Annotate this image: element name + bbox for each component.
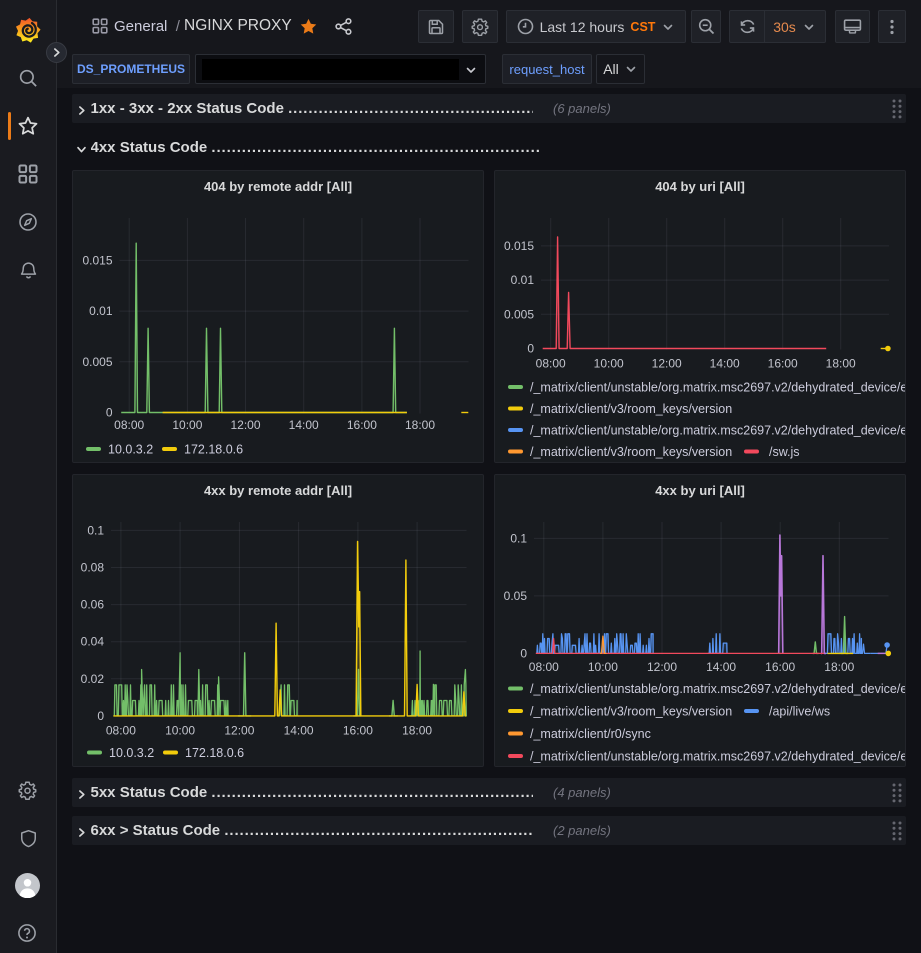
svg-text:0.02: 0.02 (81, 672, 105, 686)
svg-text:10:00: 10:00 (588, 660, 618, 674)
svg-text:18:00: 18:00 (405, 418, 435, 432)
svg-text:/_matrix/client/v3/room_keys/v: /_matrix/client/v3/room_keys/version (530, 402, 732, 416)
svg-text:16:00: 16:00 (343, 724, 373, 738)
svg-text:0.06: 0.06 (81, 598, 105, 612)
svg-text:/_matrix/client/unstable/org.m: /_matrix/client/unstable/org.matrix.msc2… (530, 381, 905, 395)
svg-text:16:00: 16:00 (347, 418, 377, 432)
svg-text:0: 0 (527, 342, 534, 356)
svg-text:/_matrix/client/unstable/org.m: /_matrix/client/unstable/org.matrix.msc2… (530, 682, 905, 696)
svg-text:0.015: 0.015 (82, 253, 112, 267)
svg-text:/_matrix/client/v3/room_keys/v: /_matrix/client/v3/room_keys/version (530, 705, 732, 719)
svg-text:08:00: 08:00 (114, 418, 144, 432)
svg-text:/_matrix/client/unstable/org.m: /_matrix/client/unstable/org.matrix.msc2… (530, 424, 905, 438)
svg-text:0.01: 0.01 (89, 304, 113, 318)
svg-text:18:00: 18:00 (402, 724, 432, 738)
svg-text:18:00: 18:00 (824, 660, 854, 674)
svg-text:14:00: 14:00 (284, 724, 314, 738)
svg-text:0.1: 0.1 (510, 531, 527, 545)
svg-text:10:00: 10:00 (165, 724, 195, 738)
svg-text:0.01: 0.01 (511, 273, 535, 287)
svg-text:14:00: 14:00 (289, 418, 319, 432)
svg-text:0.005: 0.005 (82, 355, 112, 369)
svg-text:08:00: 08:00 (106, 724, 136, 738)
svg-text:0: 0 (520, 646, 527, 660)
svg-text:/_matrix/client/unstable/org.m: /_matrix/client/unstable/org.matrix.msc2… (530, 750, 905, 764)
svg-text:0.05: 0.05 (504, 589, 528, 603)
svg-text:14:00: 14:00 (710, 357, 740, 371)
svg-text:10.0.3.2: 10.0.3.2 (109, 746, 154, 760)
svg-text:0.04: 0.04 (81, 635, 105, 649)
svg-text:0.015: 0.015 (504, 239, 534, 253)
svg-text:18:00: 18:00 (826, 357, 856, 371)
svg-text:172.18.0.6: 172.18.0.6 (184, 443, 243, 457)
svg-text:16:00: 16:00 (768, 357, 798, 371)
svg-text:/_matrix/client/r0/sync: /_matrix/client/r0/sync (530, 727, 651, 741)
svg-text:08:00: 08:00 (529, 660, 559, 674)
svg-text:12:00: 12:00 (647, 660, 677, 674)
svg-text:0.005: 0.005 (504, 307, 534, 321)
svg-text:172.18.0.6: 172.18.0.6 (185, 746, 244, 760)
svg-text:10:00: 10:00 (594, 357, 624, 371)
svg-text:14:00: 14:00 (706, 660, 736, 674)
svg-text:/sw.js: /sw.js (769, 445, 800, 459)
svg-text:08:00: 08:00 (536, 357, 566, 371)
svg-text:10:00: 10:00 (172, 418, 202, 432)
svg-text:12:00: 12:00 (652, 357, 682, 371)
svg-text:12:00: 12:00 (230, 418, 260, 432)
svg-text:16:00: 16:00 (765, 660, 795, 674)
svg-text:10.0.3.2: 10.0.3.2 (108, 443, 153, 457)
svg-text:0: 0 (97, 709, 104, 723)
svg-text:/_matrix/client/v3/room_keys/v: /_matrix/client/v3/room_keys/version (530, 445, 732, 459)
svg-text:0.1: 0.1 (87, 523, 104, 537)
svg-text:/api/live/ws: /api/live/ws (769, 705, 830, 719)
svg-text:0.08: 0.08 (81, 561, 105, 575)
svg-text:12:00: 12:00 (224, 724, 254, 738)
svg-text:0: 0 (106, 406, 113, 420)
